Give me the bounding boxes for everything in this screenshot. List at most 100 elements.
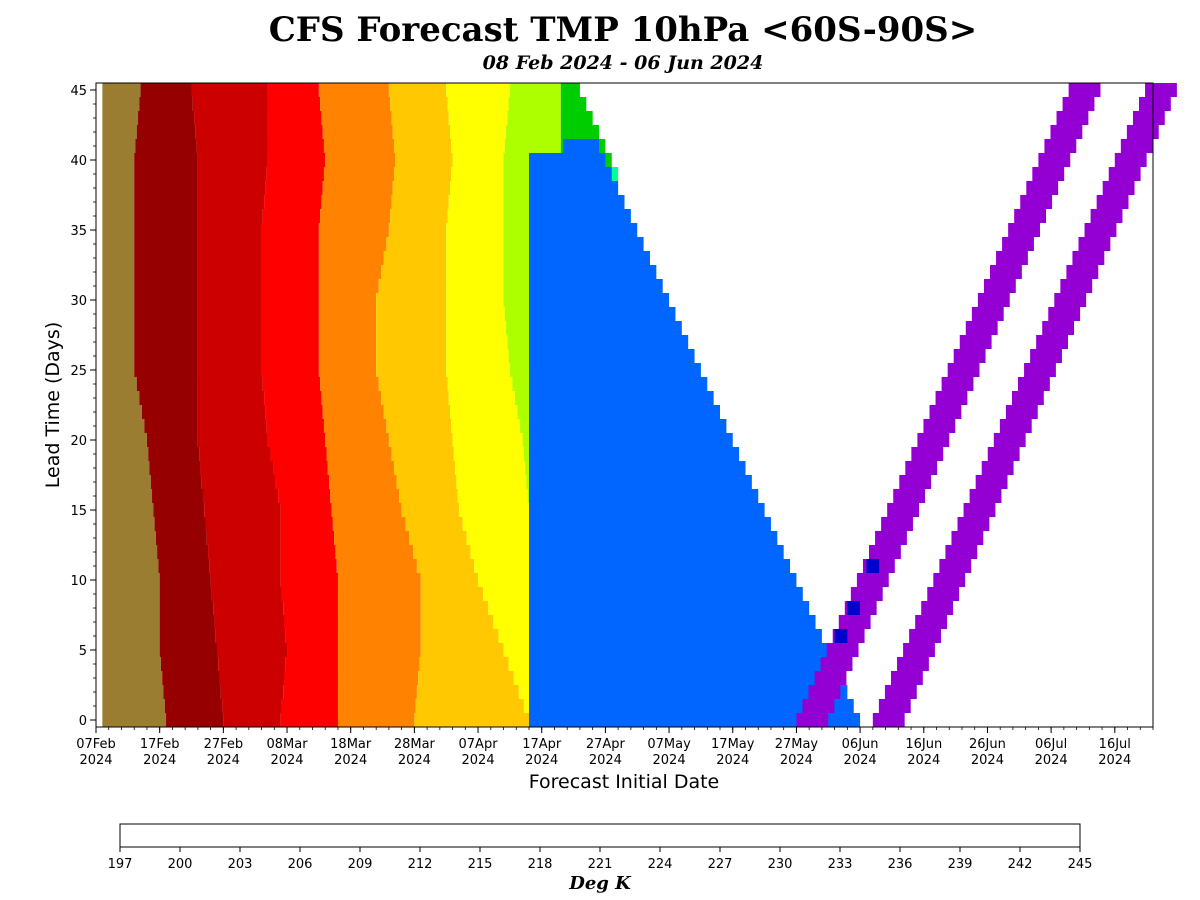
heatmap-cell <box>134 237 198 251</box>
heatmap-cell <box>993 433 1026 447</box>
heatmap-cell <box>1048 307 1081 321</box>
heatmap-cell <box>267 97 321 111</box>
heatmap-cell <box>528 251 650 265</box>
heatmap-cell <box>102 209 135 223</box>
heatmap-cell <box>144 419 198 433</box>
heatmap-cell <box>261 223 319 237</box>
heatmap-cell <box>528 377 708 391</box>
heatmap-cell <box>134 209 198 223</box>
heatmap-cell <box>508 97 561 111</box>
heatmap-cell <box>209 559 281 573</box>
x-axis: 07Feb202417Feb202427Feb202408Mar202418Ma… <box>76 727 1154 768</box>
heatmap-cell <box>959 335 992 349</box>
heatmap-cell <box>215 629 286 643</box>
heatmap-cell <box>1024 363 1056 377</box>
heatmap-cell <box>149 461 201 475</box>
heatmap-cell <box>878 699 911 713</box>
heatmap-cell <box>134 181 198 195</box>
heatmap-cell <box>834 629 848 643</box>
x-tick-label: 27Feb <box>204 737 244 752</box>
heatmap-cell <box>391 195 449 209</box>
heatmap-cell <box>331 503 402 517</box>
heatmap-cell <box>337 615 421 629</box>
heatmap-cell <box>1145 83 1177 97</box>
heatmap-cell <box>965 321 998 335</box>
heatmap-cell <box>528 265 657 279</box>
heatmap-cell <box>214 615 285 629</box>
x-tick-label: 2024 <box>143 753 176 768</box>
heatmap-cell <box>447 377 513 391</box>
heatmap-cell <box>318 363 377 377</box>
heatmap-cell <box>134 223 198 237</box>
heatmap-cell <box>102 125 137 139</box>
x-tick-label: 27May <box>775 737 819 752</box>
x-tick-label: 2024 <box>207 753 240 768</box>
heatmap-cell <box>1068 83 1101 97</box>
heatmap-cell <box>280 503 332 517</box>
heatmap-cell <box>284 615 338 629</box>
heatmap-cell <box>197 391 265 405</box>
heatmap-cell <box>102 139 136 153</box>
y-tick-label: 5 <box>79 644 87 659</box>
heatmap-cell <box>386 237 447 251</box>
heatmap-cell <box>285 657 338 671</box>
heatmap-cell <box>453 447 524 461</box>
heatmap-cell <box>452 153 504 167</box>
heatmap-cell <box>335 545 414 559</box>
heatmap-cell <box>1050 125 1083 139</box>
heatmap-cell <box>280 559 337 573</box>
heatmap-cell <box>162 671 220 685</box>
heatmap-cell <box>102 363 135 377</box>
heatmap-cell <box>399 489 458 503</box>
heatmap-cell <box>102 377 137 391</box>
heatmap-cell <box>448 111 508 125</box>
heatmap-cell <box>414 713 529 727</box>
heatmap-cell <box>318 293 377 307</box>
heatmap-cell <box>261 251 319 265</box>
heatmap-cell <box>102 419 145 433</box>
heatmap-cell <box>1114 153 1147 167</box>
heatmap-cell <box>390 97 448 111</box>
heatmap-cell <box>204 503 281 517</box>
heatmap-cell <box>134 335 198 349</box>
heatmap-cell <box>216 643 288 657</box>
heatmap-cell <box>220 685 284 699</box>
heatmap-cell <box>201 475 276 489</box>
heatmap-cell <box>155 531 207 545</box>
heatmap-cell <box>157 545 209 559</box>
heatmap-cell <box>138 111 195 125</box>
heatmap-cell <box>318 265 382 279</box>
heatmap-cell <box>102 265 135 279</box>
heatmap-cell <box>969 489 1002 503</box>
heatmap-cell <box>987 447 1020 461</box>
heatmap-cell <box>197 377 263 391</box>
heatmap-cell <box>884 685 917 699</box>
heatmap-cell <box>1038 153 1071 167</box>
heatmap-cell <box>192 97 268 111</box>
heatmap-cell <box>102 587 160 601</box>
heatmap-cell <box>528 321 682 335</box>
heatmap-cell <box>446 265 504 279</box>
heatmap-cell <box>197 433 268 447</box>
heatmap-cell <box>141 405 198 419</box>
heatmap-cell <box>197 321 262 335</box>
heatmap-cell <box>134 251 198 265</box>
heatmap-cell <box>1030 349 1062 363</box>
heatmap-cell <box>323 167 394 181</box>
heatmap-cell <box>1096 195 1129 209</box>
heatmap-cell <box>102 685 164 699</box>
heatmap-cell <box>528 307 676 321</box>
heatmap-cell <box>1108 167 1141 181</box>
heatmap-cell <box>146 433 198 447</box>
heatmap-cell <box>1126 125 1159 139</box>
heatmap-cell <box>850 587 883 601</box>
y-tick-label: 25 <box>70 364 87 379</box>
heatmap-cell <box>322 125 393 139</box>
heatmap-cell <box>456 475 527 489</box>
heatmap-cell <box>219 671 285 685</box>
heatmap-cell <box>921 601 954 615</box>
heatmap-cell <box>802 699 835 713</box>
heatmap-cell <box>528 223 638 237</box>
heatmap-cell <box>197 335 262 349</box>
heatmap-cell <box>483 587 529 601</box>
